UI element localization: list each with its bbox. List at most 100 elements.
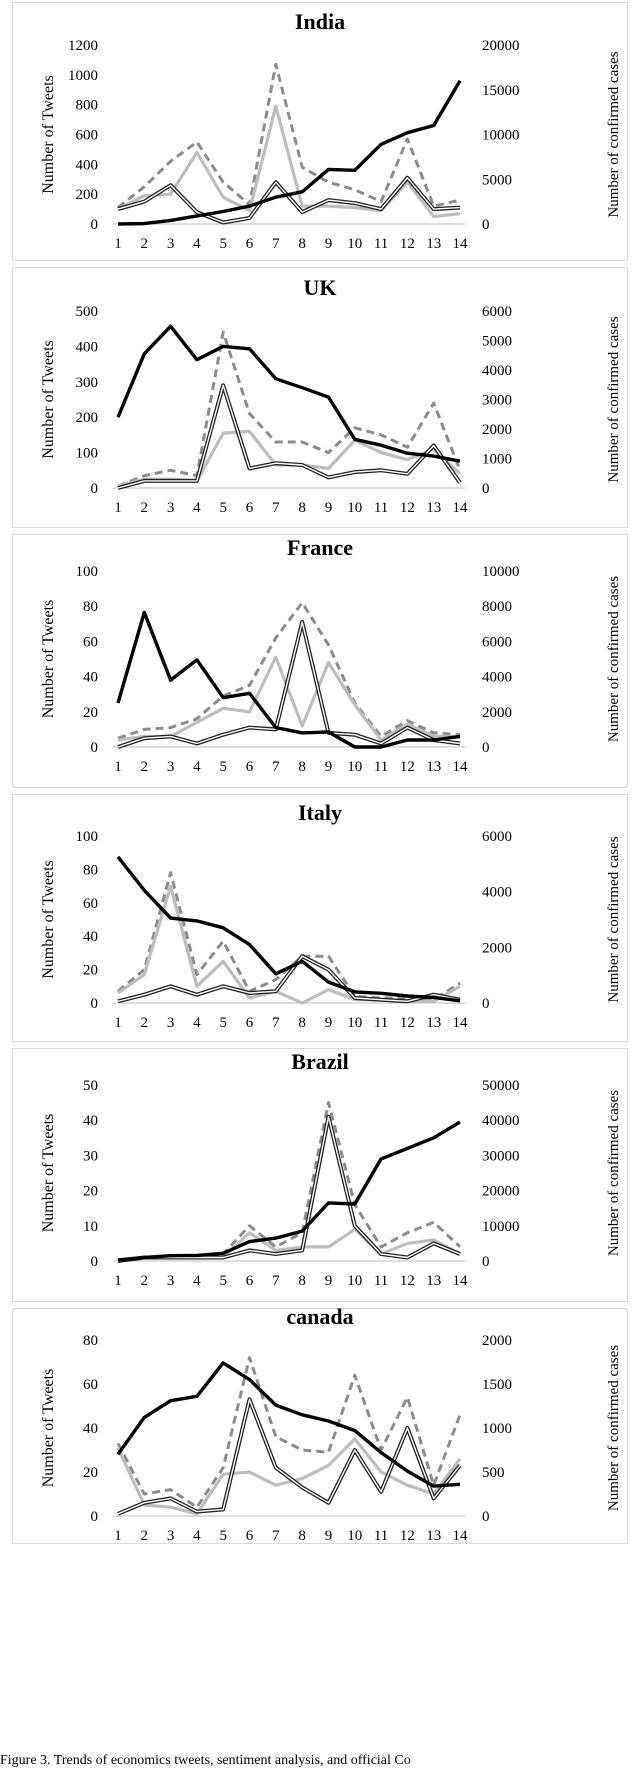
y-axis-title: Number of Tweets [40, 860, 57, 979]
x-tick-label: 4 [193, 759, 201, 775]
y-tick-label: 20 [83, 963, 98, 979]
y2-tick-label: 6000 [482, 829, 512, 845]
chart-panel-1: UK 0 100 200 300 400 500 0 1000 2000 3000 4000 5000 6… [0, 265, 640, 530]
chart-svg: UK01002003004005000100020003000400050006… [12, 267, 628, 528]
x-tick-label: 9 [325, 1273, 333, 1289]
x-tick-label: 8 [298, 1528, 306, 1544]
series-double-line-inner [117, 955, 461, 1003]
x-tick-label: 11 [374, 236, 388, 252]
series-line-black [117, 79, 462, 226]
x-tick-label: 12 [400, 1015, 415, 1031]
x-tick-label: 11 [374, 1528, 388, 1544]
x-tick-label: 2 [141, 759, 149, 775]
x-tick-label: 2 [141, 1015, 149, 1031]
x-tick-label: 2 [141, 500, 149, 516]
x-tick-label: 5 [219, 1528, 227, 1544]
x-tick-label: 13 [426, 1273, 441, 1289]
x-tick-label: 12 [400, 1528, 415, 1544]
y2-tick-label: 4000 [482, 363, 512, 379]
series-line-dashed-gray [117, 871, 461, 1002]
x-tick-label: 14 [453, 236, 469, 252]
y2-axis-title: Number of confirmed cases [606, 51, 622, 217]
y-tick-label: 0 [91, 740, 99, 756]
y2-tick-label: 1000 [482, 1421, 512, 1437]
y-axis-title: Number of Tweets [40, 75, 57, 194]
y-tick-label: 200 [76, 410, 99, 426]
y-axis-title: Number of Tweets [40, 340, 57, 459]
x-tick-label: 10 [347, 1273, 362, 1289]
y-tick-label: 300 [76, 375, 99, 391]
y-tick-label: 20 [83, 1184, 98, 1200]
y2-axis-title: Number of confirmed cases [606, 576, 622, 742]
y-tick-label: 1200 [68, 38, 98, 54]
y2-axis-title: Number of confirmed cases [606, 1345, 622, 1511]
chart-svg: India 0 200 400 600 800 1000 1200 0 5000 10000 1500… [12, 2, 628, 261]
y-tick-label: 80 [83, 862, 98, 878]
x-tick-label: 5 [219, 1015, 227, 1031]
x-tick-label: 10 [347, 759, 362, 775]
chart-title: France [287, 535, 353, 560]
x-tick-label: 8 [298, 236, 306, 252]
x-tick-label: 13 [426, 759, 441, 775]
x-tick-label: 14 [453, 759, 469, 775]
series-double-line-inner [117, 177, 461, 224]
y-tick-label: 40 [83, 1421, 98, 1437]
y2-tick-label: 0 [482, 740, 490, 756]
y2-tick-label: 2000 [482, 940, 512, 956]
series-line-black [116, 324, 461, 463]
x-tick-label: 4 [193, 1015, 201, 1031]
series-double-line-outer [117, 1397, 462, 1516]
x-tick-label: 13 [426, 1528, 441, 1544]
x-tick-label: 13 [426, 1015, 441, 1031]
x-tick-label: 6 [246, 759, 254, 775]
panel-border [12, 2, 628, 261]
x-tick-label: 8 [298, 759, 306, 775]
y-tick-label: 600 [76, 128, 99, 144]
y-tick-label: 80 [83, 1333, 98, 1349]
x-tick-label: 9 [325, 759, 333, 775]
y-tick-label: 60 [83, 896, 98, 912]
x-tick-label: 10 [347, 236, 362, 252]
x-tick-label: 9 [325, 1015, 333, 1031]
chart-svg: France 0 20 40 60 80 100 0 2000 4000 6000 8000 10000… [12, 534, 628, 788]
x-tick-label: 8 [298, 1015, 306, 1031]
x-tick-label: 9 [325, 500, 333, 516]
chart-panel-4: Brazil 0 10 20 30 40 50 0 10000 20000 30000 40000 50… [0, 1046, 640, 1304]
x-tick-label: 13 [426, 236, 441, 252]
y2-tick-label: 10000 [482, 1219, 520, 1235]
x-tick-label: 1 [114, 1273, 122, 1289]
y-tick-label: 800 [76, 98, 99, 114]
y-tick-label: 40 [83, 929, 98, 945]
y2-tick-label: 4000 [482, 885, 512, 901]
x-tick-label: 6 [246, 236, 254, 252]
x-tick-label: 12 [400, 500, 415, 516]
y-tick-label: 400 [76, 339, 99, 355]
panel-border [12, 794, 628, 1042]
panel-border [12, 267, 628, 528]
x-tick-label: 2 [141, 236, 149, 252]
panel-border [12, 1048, 628, 1302]
y-tick-label: 0 [91, 481, 99, 497]
y2-tick-label: 0 [482, 1509, 490, 1525]
x-tick-label: 14 [453, 1015, 469, 1031]
x-tick-label: 10 [347, 500, 362, 516]
x-tick-label: 2 [141, 1528, 149, 1544]
series-double-line-outer [117, 1114, 461, 1263]
series-double-line-inner [117, 384, 461, 489]
chart-panel-0: India 0 200 400 600 800 1000 1200 0 5000 10000 1500… [0, 0, 640, 263]
y-tick-label: 20 [83, 1465, 98, 1481]
series-line-dashed-gray [117, 62, 461, 209]
x-tick-label: 12 [400, 236, 415, 252]
chart-panel-3: Italy 0 20 40 60 80 100 0 2000 4000 6000 1 2 3 4 5 6 7 8 9 1… [0, 792, 640, 1044]
y-tick-label: 30 [83, 1148, 98, 1164]
y2-tick-label: 15000 [482, 83, 520, 99]
y2-tick-label: 10000 [482, 564, 520, 580]
chart-panel-5: canada 0 20 40 60 80 0 500 1000 1500 2000 1 2 3 4 5 6 7 8 9… [0, 1306, 640, 1546]
y-tick-label: 60 [83, 1377, 98, 1393]
y2-tick-label: 50000 [482, 1078, 520, 1094]
y-tick-label: 0 [91, 1254, 99, 1270]
x-tick-label: 7 [272, 1528, 280, 1544]
x-tick-label: 4 [193, 1273, 201, 1289]
